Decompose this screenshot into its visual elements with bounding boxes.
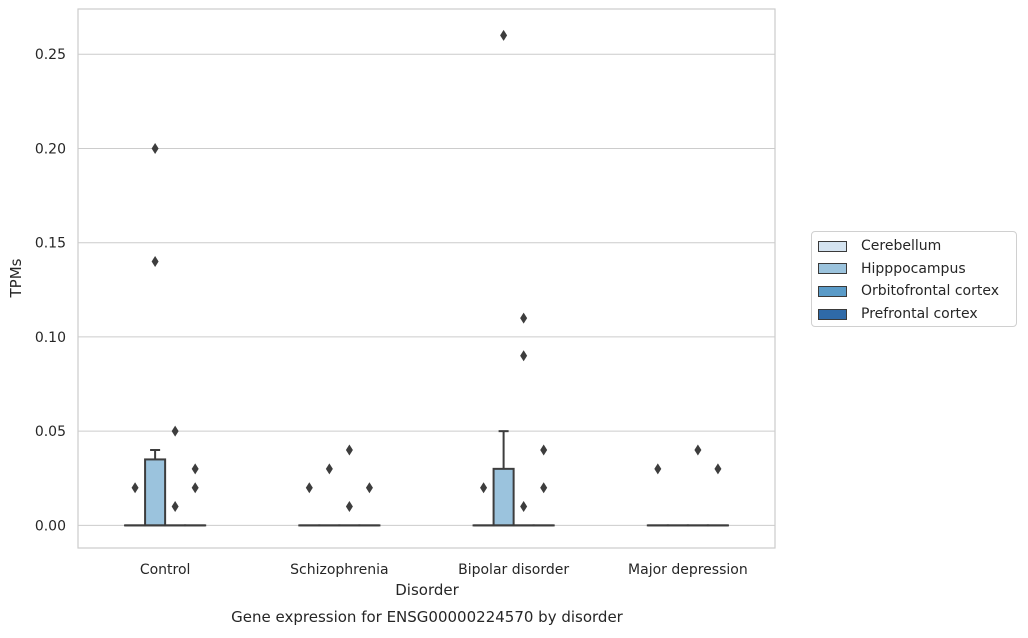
outlier-point — [192, 482, 199, 493]
outlier-point — [326, 463, 333, 474]
legend-swatch — [818, 309, 847, 320]
outlier-point — [694, 445, 701, 456]
y-axis-label: TPMs — [7, 258, 25, 298]
outlier-point — [366, 482, 373, 493]
outlier-point — [480, 482, 487, 493]
outlier-point — [346, 445, 353, 456]
outlier-point — [306, 482, 313, 493]
legend-label: Hipppocampus — [861, 261, 966, 277]
legend-label: Prefrontal cortex — [861, 306, 978, 322]
tick-layer: 0.00 0.05 0.10 0.15 0.20 0.25 Control Schizophr… — [35, 47, 748, 578]
legend: Cerebellum Hipppocampus Orbitofrontal cort… — [811, 231, 1017, 327]
outlier-point — [520, 313, 527, 324]
box-layer — [125, 30, 728, 526]
legend-item: Prefrontal cortex — [818, 303, 1016, 326]
x-tick-label: Schizophrenia — [290, 562, 388, 578]
y-tick-label: 0.00 — [35, 518, 66, 534]
outlier-point — [520, 501, 527, 512]
x-tick-label: Control — [140, 562, 191, 578]
outlier-point — [192, 463, 199, 474]
plot-frame — [78, 9, 775, 548]
legend-label: Orbitofrontal cortex — [861, 283, 999, 299]
outlier-point — [172, 501, 179, 512]
outlier-point — [132, 482, 139, 493]
grid-layer — [78, 9, 775, 548]
y-tick-label: 0.05 — [35, 424, 66, 440]
legend-item: Hipppocampus — [818, 258, 1016, 281]
outlier-point — [654, 463, 661, 474]
y-tick-label: 0.15 — [35, 236, 66, 252]
outlier-point — [500, 30, 507, 41]
box — [494, 469, 514, 526]
outlier-point — [714, 463, 721, 474]
x-tick-label: Major depression — [628, 562, 748, 578]
chart-title: Gene expression for ENSG00000224570 by d… — [231, 608, 624, 626]
box — [145, 459, 165, 525]
outlier-point — [152, 256, 159, 267]
legend-swatch — [818, 286, 847, 297]
x-tick-label: Bipolar disorder — [458, 562, 569, 578]
legend-item: Orbitofrontal cortex — [818, 280, 1016, 303]
outlier-point — [520, 350, 527, 361]
legend-swatch — [818, 263, 847, 274]
y-tick-label: 0.25 — [35, 47, 66, 63]
outlier-point — [172, 426, 179, 437]
legend-label: Cerebellum — [861, 238, 941, 254]
outlier-point — [152, 143, 159, 154]
x-axis-label: Disorder — [395, 581, 459, 599]
outlier-point — [540, 482, 547, 493]
legend-swatch — [818, 241, 847, 252]
legend-item: Cerebellum — [818, 235, 1016, 258]
y-tick-label: 0.10 — [35, 330, 66, 346]
outlier-point — [346, 501, 353, 512]
y-tick-label: 0.20 — [35, 141, 66, 157]
outlier-point — [540, 445, 547, 456]
